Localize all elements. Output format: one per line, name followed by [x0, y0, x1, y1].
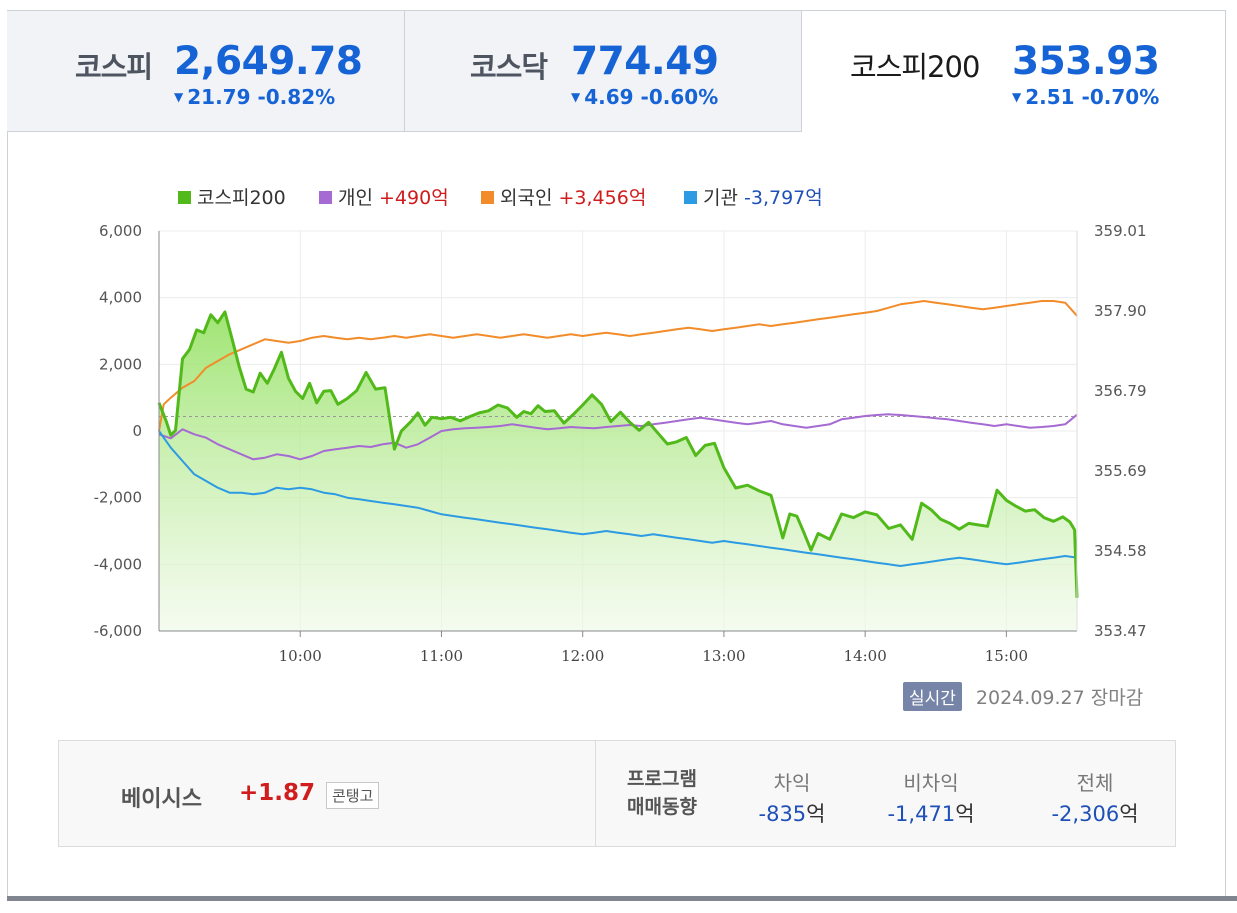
- down-arrow-icon: ▼: [174, 90, 184, 104]
- right-tick-label: 354.58: [1094, 542, 1147, 560]
- unit-text: 억: [955, 802, 975, 826]
- legend-label: 기관: [703, 187, 738, 209]
- tab-kospi[interactable]: 코스피 2,649.78 ▼ 21.79 -0.82%: [7, 11, 405, 132]
- legend-swatch: [319, 191, 332, 204]
- value-text: -1,471: [887, 802, 956, 826]
- legend-swatch: [684, 191, 697, 204]
- right-tick-label: 356.79: [1094, 382, 1147, 400]
- x-tick-label: 11:00: [420, 647, 463, 665]
- tab-kospi-change: ▼ 21.79 -0.82%: [174, 85, 335, 109]
- tab-kospi200-name: 코스피200: [850, 50, 980, 84]
- left-tick-label: 4,000: [99, 289, 142, 307]
- tab-kospi200-change-text: 2.51 -0.70%: [1025, 85, 1160, 109]
- program-label: 프로그램 매매동향: [627, 765, 697, 821]
- value-text: -2,306: [1051, 802, 1120, 826]
- basis-label: 베이시스: [121, 787, 202, 812]
- tab-kosdaq[interactable]: 코스닥 774.49 ▼ 4.69 -0.60%: [405, 11, 802, 132]
- legend-value: +3,456억: [558, 187, 647, 209]
- legend-item-institution[interactable]: 기관 -3,797억: [684, 183, 823, 210]
- right-tick-label: 355.69: [1094, 462, 1147, 480]
- left-tick-label: 6,000: [99, 222, 142, 240]
- program-label-line1: 프로그램: [627, 768, 697, 790]
- left-tick-label: -6,000: [94, 622, 142, 640]
- tab-kospi-value: 2,649.78: [174, 39, 363, 84]
- left-tick-label: -4,000: [94, 555, 142, 573]
- left-tick-label: 0: [132, 422, 142, 440]
- unit-text: 억: [806, 802, 826, 826]
- col-val-total: -2,306억: [1025, 798, 1165, 828]
- down-arrow-icon: ▼: [571, 90, 581, 104]
- col-head-nonarbitrage: 비차익: [903, 771, 959, 795]
- kospi200-line: [157, 310, 1079, 598]
- tab-kospi200-change: ▼ 2.51 -0.70%: [1012, 85, 1159, 109]
- tab-kospi-change-text: 21.79 -0.82%: [187, 85, 336, 109]
- value-text: -835: [758, 802, 807, 826]
- down-arrow-icon: ▼: [1012, 90, 1022, 104]
- x-tick-label: 15:00: [985, 647, 1028, 665]
- legend-label: 코스피200: [197, 187, 286, 209]
- col-val-arbitrage: -835억: [722, 798, 862, 828]
- left-tick-label: -2,000: [94, 489, 142, 507]
- kospi200-area: [159, 311, 1077, 631]
- right-tick-label: 357.90: [1094, 302, 1147, 320]
- legend-value: +490억: [379, 187, 449, 209]
- legend-swatch: [178, 191, 191, 204]
- realtime-badge[interactable]: 실시간: [903, 682, 962, 711]
- tab-kospi200[interactable]: 코스피200 353.93 ▼ 2.51 -0.70%: [802, 11, 1225, 132]
- unit-text: 억: [1119, 802, 1139, 826]
- series-line-3: [158, 430, 1078, 567]
- contango-button[interactable]: 콘탱고: [326, 782, 380, 809]
- series-line-2: [158, 300, 1078, 432]
- legend-item-kospi200[interactable]: 코스피200: [178, 183, 286, 210]
- right-tick-label: 359.01: [1094, 222, 1147, 240]
- x-tick-label: 10:00: [279, 647, 322, 665]
- widget-frame: [7, 10, 1226, 898]
- legend-item-individual[interactable]: 개인 +490억: [319, 183, 449, 210]
- bottom-border: [7, 896, 1237, 901]
- status-row: 실시간 2024.09.27 장마감: [903, 682, 1144, 711]
- right-tick-label: 353.47: [1094, 622, 1147, 640]
- legend-value: -3,797억: [744, 187, 823, 209]
- x-tick-label: 14:00: [844, 647, 887, 665]
- series-line-1: [158, 413, 1078, 461]
- tab-kospi200-value: 353.93: [1012, 39, 1160, 84]
- tab-kosdaq-change: ▼ 4.69 -0.60%: [571, 85, 718, 109]
- col-head-total: 전체: [1076, 771, 1114, 795]
- legend-label: 외국인: [500, 187, 553, 209]
- left-tick-label: 2,000: [99, 355, 142, 373]
- tab-kosdaq-change-text: 4.69 -0.60%: [584, 85, 719, 109]
- tab-kosdaq-name: 코스닥: [470, 50, 548, 84]
- tab-kosdaq-value: 774.49: [571, 39, 719, 84]
- program-label-line2: 매매동향: [627, 796, 697, 818]
- legend-label: 개인: [338, 187, 373, 209]
- basis-value: +1.87: [239, 780, 316, 806]
- basis-program-box: 베이시스 +1.87 콘탱고 프로그램 매매동향 차익 -835억 비차익 -1…: [58, 740, 1176, 847]
- status-date: 2024.09.27 장마감: [975, 687, 1144, 709]
- x-tick-label: 13:00: [702, 647, 745, 665]
- legend-swatch: [481, 191, 494, 204]
- tab-kospi-name: 코스피: [75, 50, 153, 84]
- box-divider: [595, 741, 596, 846]
- legend-item-foreign[interactable]: 외국인 +3,456억: [481, 183, 646, 210]
- x-tick-label: 12:00: [561, 647, 604, 665]
- col-val-nonarbitrage: -1,471억: [861, 798, 1001, 828]
- col-head-arbitrage: 차익: [773, 771, 811, 795]
